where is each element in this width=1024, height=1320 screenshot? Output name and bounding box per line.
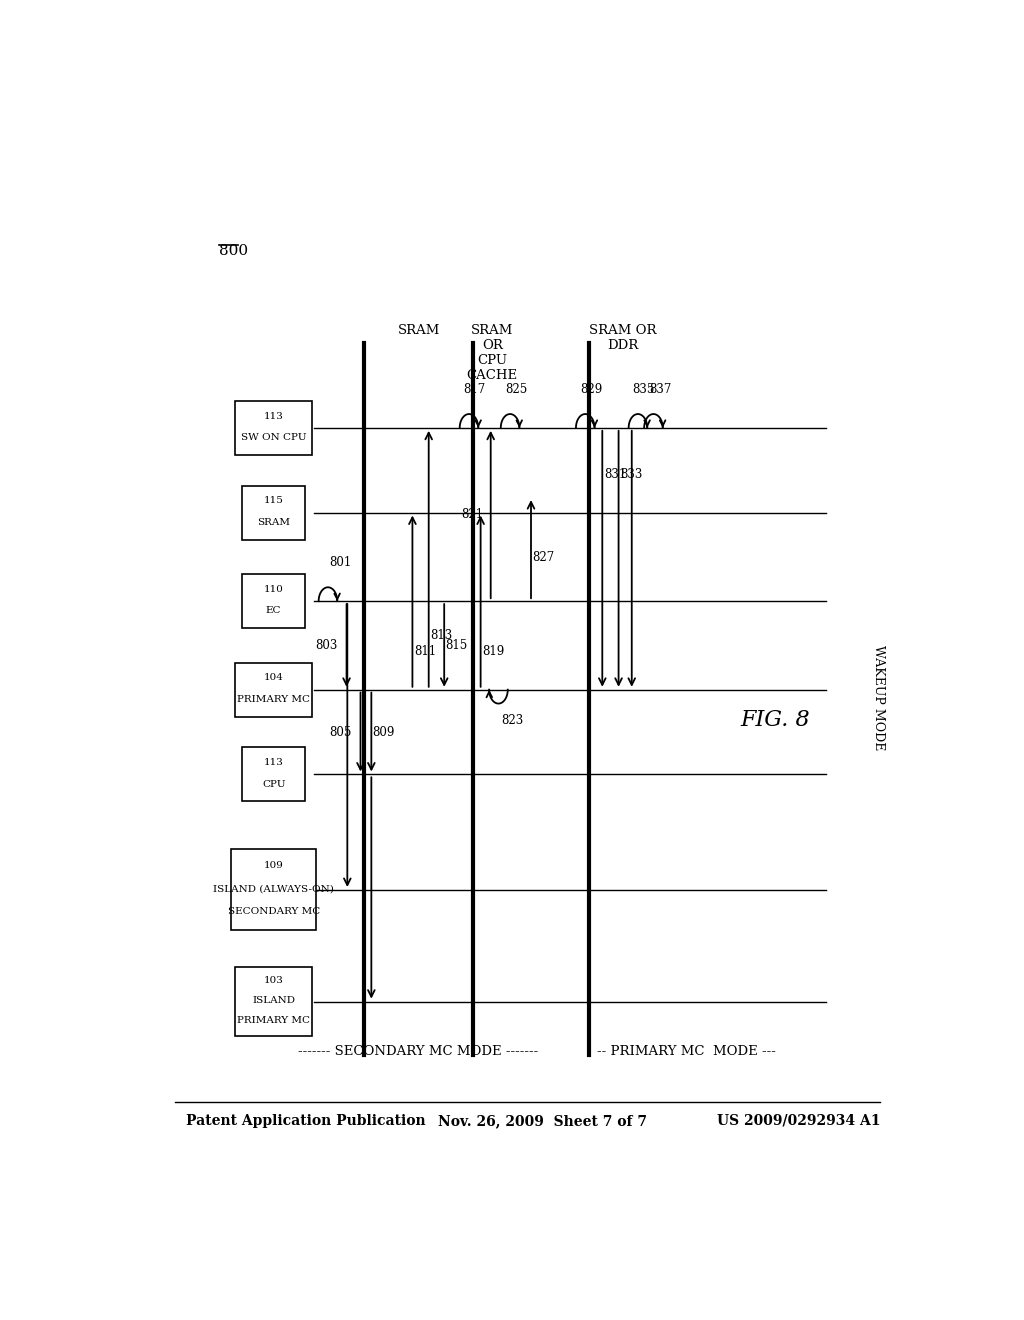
- Text: US 2009/0292934 A1: US 2009/0292934 A1: [717, 1114, 881, 1127]
- FancyBboxPatch shape: [242, 574, 305, 628]
- Text: FIG. 8: FIG. 8: [740, 710, 810, 731]
- Text: PRIMARY MC: PRIMARY MC: [238, 1016, 310, 1024]
- Text: 819: 819: [482, 644, 505, 657]
- Text: 835: 835: [633, 383, 655, 396]
- Text: 109: 109: [264, 861, 284, 870]
- Text: SRAM: SRAM: [397, 323, 440, 337]
- Text: 803: 803: [314, 639, 337, 652]
- Text: 113: 113: [264, 758, 284, 767]
- Text: PRIMARY MC: PRIMARY MC: [238, 694, 310, 704]
- Text: 833: 833: [621, 467, 642, 480]
- FancyBboxPatch shape: [234, 663, 312, 717]
- FancyBboxPatch shape: [242, 747, 305, 801]
- Text: SW ON CPU: SW ON CPU: [241, 433, 306, 442]
- Text: -- PRIMARY MC  MODE ---: -- PRIMARY MC MODE ---: [597, 1045, 775, 1059]
- Text: 103: 103: [264, 977, 284, 985]
- Text: 837: 837: [649, 383, 671, 396]
- Text: 823: 823: [501, 714, 523, 727]
- Text: EC: EC: [266, 606, 282, 615]
- Text: 825: 825: [506, 383, 527, 396]
- Text: 800: 800: [219, 244, 249, 257]
- FancyBboxPatch shape: [231, 850, 316, 931]
- Text: 113: 113: [264, 412, 284, 421]
- Text: 805: 805: [329, 726, 351, 739]
- FancyBboxPatch shape: [234, 401, 312, 455]
- FancyBboxPatch shape: [242, 486, 305, 540]
- Text: 829: 829: [580, 383, 602, 396]
- Text: ISLAND (ALWAYS-ON): ISLAND (ALWAYS-ON): [213, 884, 334, 894]
- Text: 813: 813: [430, 630, 453, 643]
- Text: 811: 811: [414, 644, 436, 657]
- Text: 817: 817: [463, 383, 485, 396]
- Text: 104: 104: [264, 673, 284, 682]
- Text: WAKEUP MODE: WAKEUP MODE: [871, 644, 885, 750]
- FancyBboxPatch shape: [234, 966, 312, 1036]
- Text: ISLAND: ISLAND: [252, 997, 295, 1005]
- Text: SRAM
OR
CPU
CACHE: SRAM OR CPU CACHE: [467, 323, 518, 381]
- Text: SRAM OR
DDR: SRAM OR DDR: [589, 323, 656, 352]
- Text: 815: 815: [445, 639, 468, 652]
- Text: 827: 827: [532, 550, 555, 564]
- Text: 809: 809: [372, 726, 394, 739]
- Text: 110: 110: [264, 585, 284, 594]
- Text: SRAM: SRAM: [257, 517, 290, 527]
- Text: Nov. 26, 2009  Sheet 7 of 7: Nov. 26, 2009 Sheet 7 of 7: [438, 1114, 647, 1127]
- Text: CPU: CPU: [262, 780, 286, 788]
- Text: ------- SECONDARY MC MODE -------: ------- SECONDARY MC MODE -------: [299, 1045, 539, 1059]
- Text: 831: 831: [604, 467, 626, 480]
- Text: Patent Application Publication: Patent Application Publication: [186, 1114, 426, 1127]
- Text: 801: 801: [330, 556, 352, 569]
- Text: 115: 115: [264, 496, 284, 506]
- Text: SECONDARY MC: SECONDARY MC: [227, 907, 319, 916]
- Text: 821: 821: [461, 508, 483, 521]
